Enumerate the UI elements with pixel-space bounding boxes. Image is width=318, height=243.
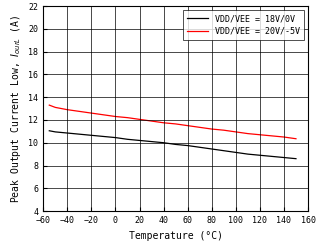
VDD/VEE = 18V/0V bbox=[126, 138, 129, 141]
VDD/VEE = 18V/0V bbox=[114, 136, 117, 139]
VDD/VEE = 18V/0V bbox=[138, 139, 142, 142]
VDD/VEE = 20V/-5V bbox=[198, 126, 202, 129]
VDD/VEE = 18V/0V bbox=[258, 154, 262, 157]
VDD/VEE = 18V/0V bbox=[294, 157, 298, 160]
VDD/VEE = 18V/0V bbox=[101, 135, 105, 138]
VDD/VEE = 18V/0V bbox=[162, 141, 165, 144]
VDD/VEE = 20V/-5V bbox=[174, 122, 177, 125]
VDD/VEE = 18V/0V bbox=[198, 146, 202, 149]
VDD/VEE = 18V/0V bbox=[234, 151, 238, 154]
X-axis label: Temperature (°C): Temperature (°C) bbox=[129, 231, 223, 241]
Line: VDD/VEE = 20V/-5V: VDD/VEE = 20V/-5V bbox=[49, 105, 296, 139]
VDD/VEE = 18V/0V bbox=[53, 130, 57, 133]
VDD/VEE = 18V/0V bbox=[282, 156, 286, 159]
VDD/VEE = 20V/-5V bbox=[282, 136, 286, 139]
VDD/VEE = 20V/-5V bbox=[78, 110, 81, 113]
VDD/VEE = 20V/-5V bbox=[210, 128, 214, 130]
VDD/VEE = 18V/0V bbox=[174, 143, 177, 146]
VDD/VEE = 18V/0V bbox=[186, 144, 190, 147]
VDD/VEE = 20V/-5V bbox=[234, 130, 238, 133]
VDD/VEE = 20V/-5V bbox=[89, 112, 93, 114]
VDD/VEE = 18V/0V bbox=[210, 148, 214, 150]
VDD/VEE = 18V/0V bbox=[270, 155, 274, 158]
VDD/VEE = 18V/0V bbox=[150, 140, 154, 143]
Line: VDD/VEE = 18V/0V: VDD/VEE = 18V/0V bbox=[49, 131, 296, 159]
VDD/VEE = 20V/-5V bbox=[47, 104, 51, 107]
VDD/VEE = 18V/0V bbox=[78, 133, 81, 136]
VDD/VEE = 20V/-5V bbox=[186, 124, 190, 127]
VDD/VEE = 18V/0V bbox=[246, 153, 250, 156]
VDD/VEE = 20V/-5V bbox=[53, 106, 57, 109]
VDD/VEE = 18V/0V bbox=[66, 131, 69, 134]
VDD/VEE = 20V/-5V bbox=[126, 116, 129, 119]
VDD/VEE = 18V/0V bbox=[89, 134, 93, 137]
VDD/VEE = 20V/-5V bbox=[138, 118, 142, 121]
VDD/VEE = 20V/-5V bbox=[162, 121, 165, 124]
VDD/VEE = 20V/-5V bbox=[101, 113, 105, 116]
VDD/VEE = 20V/-5V bbox=[66, 108, 69, 111]
VDD/VEE = 18V/0V bbox=[222, 149, 226, 152]
VDD/VEE = 20V/-5V bbox=[270, 134, 274, 137]
Legend: VDD/VEE = 18V/0V, VDD/VEE = 20V/-5V: VDD/VEE = 18V/0V, VDD/VEE = 20V/-5V bbox=[183, 10, 304, 40]
VDD/VEE = 20V/-5V bbox=[114, 115, 117, 118]
VDD/VEE = 20V/-5V bbox=[258, 133, 262, 136]
VDD/VEE = 20V/-5V bbox=[222, 129, 226, 132]
VDD/VEE = 20V/-5V bbox=[294, 137, 298, 140]
Y-axis label: Peak Output Current Low, $I_{ourL}$ (A): Peak Output Current Low, $I_{ourL}$ (A) bbox=[9, 14, 23, 203]
VDD/VEE = 18V/0V bbox=[47, 129, 51, 132]
VDD/VEE = 20V/-5V bbox=[246, 132, 250, 135]
VDD/VEE = 20V/-5V bbox=[150, 120, 154, 122]
